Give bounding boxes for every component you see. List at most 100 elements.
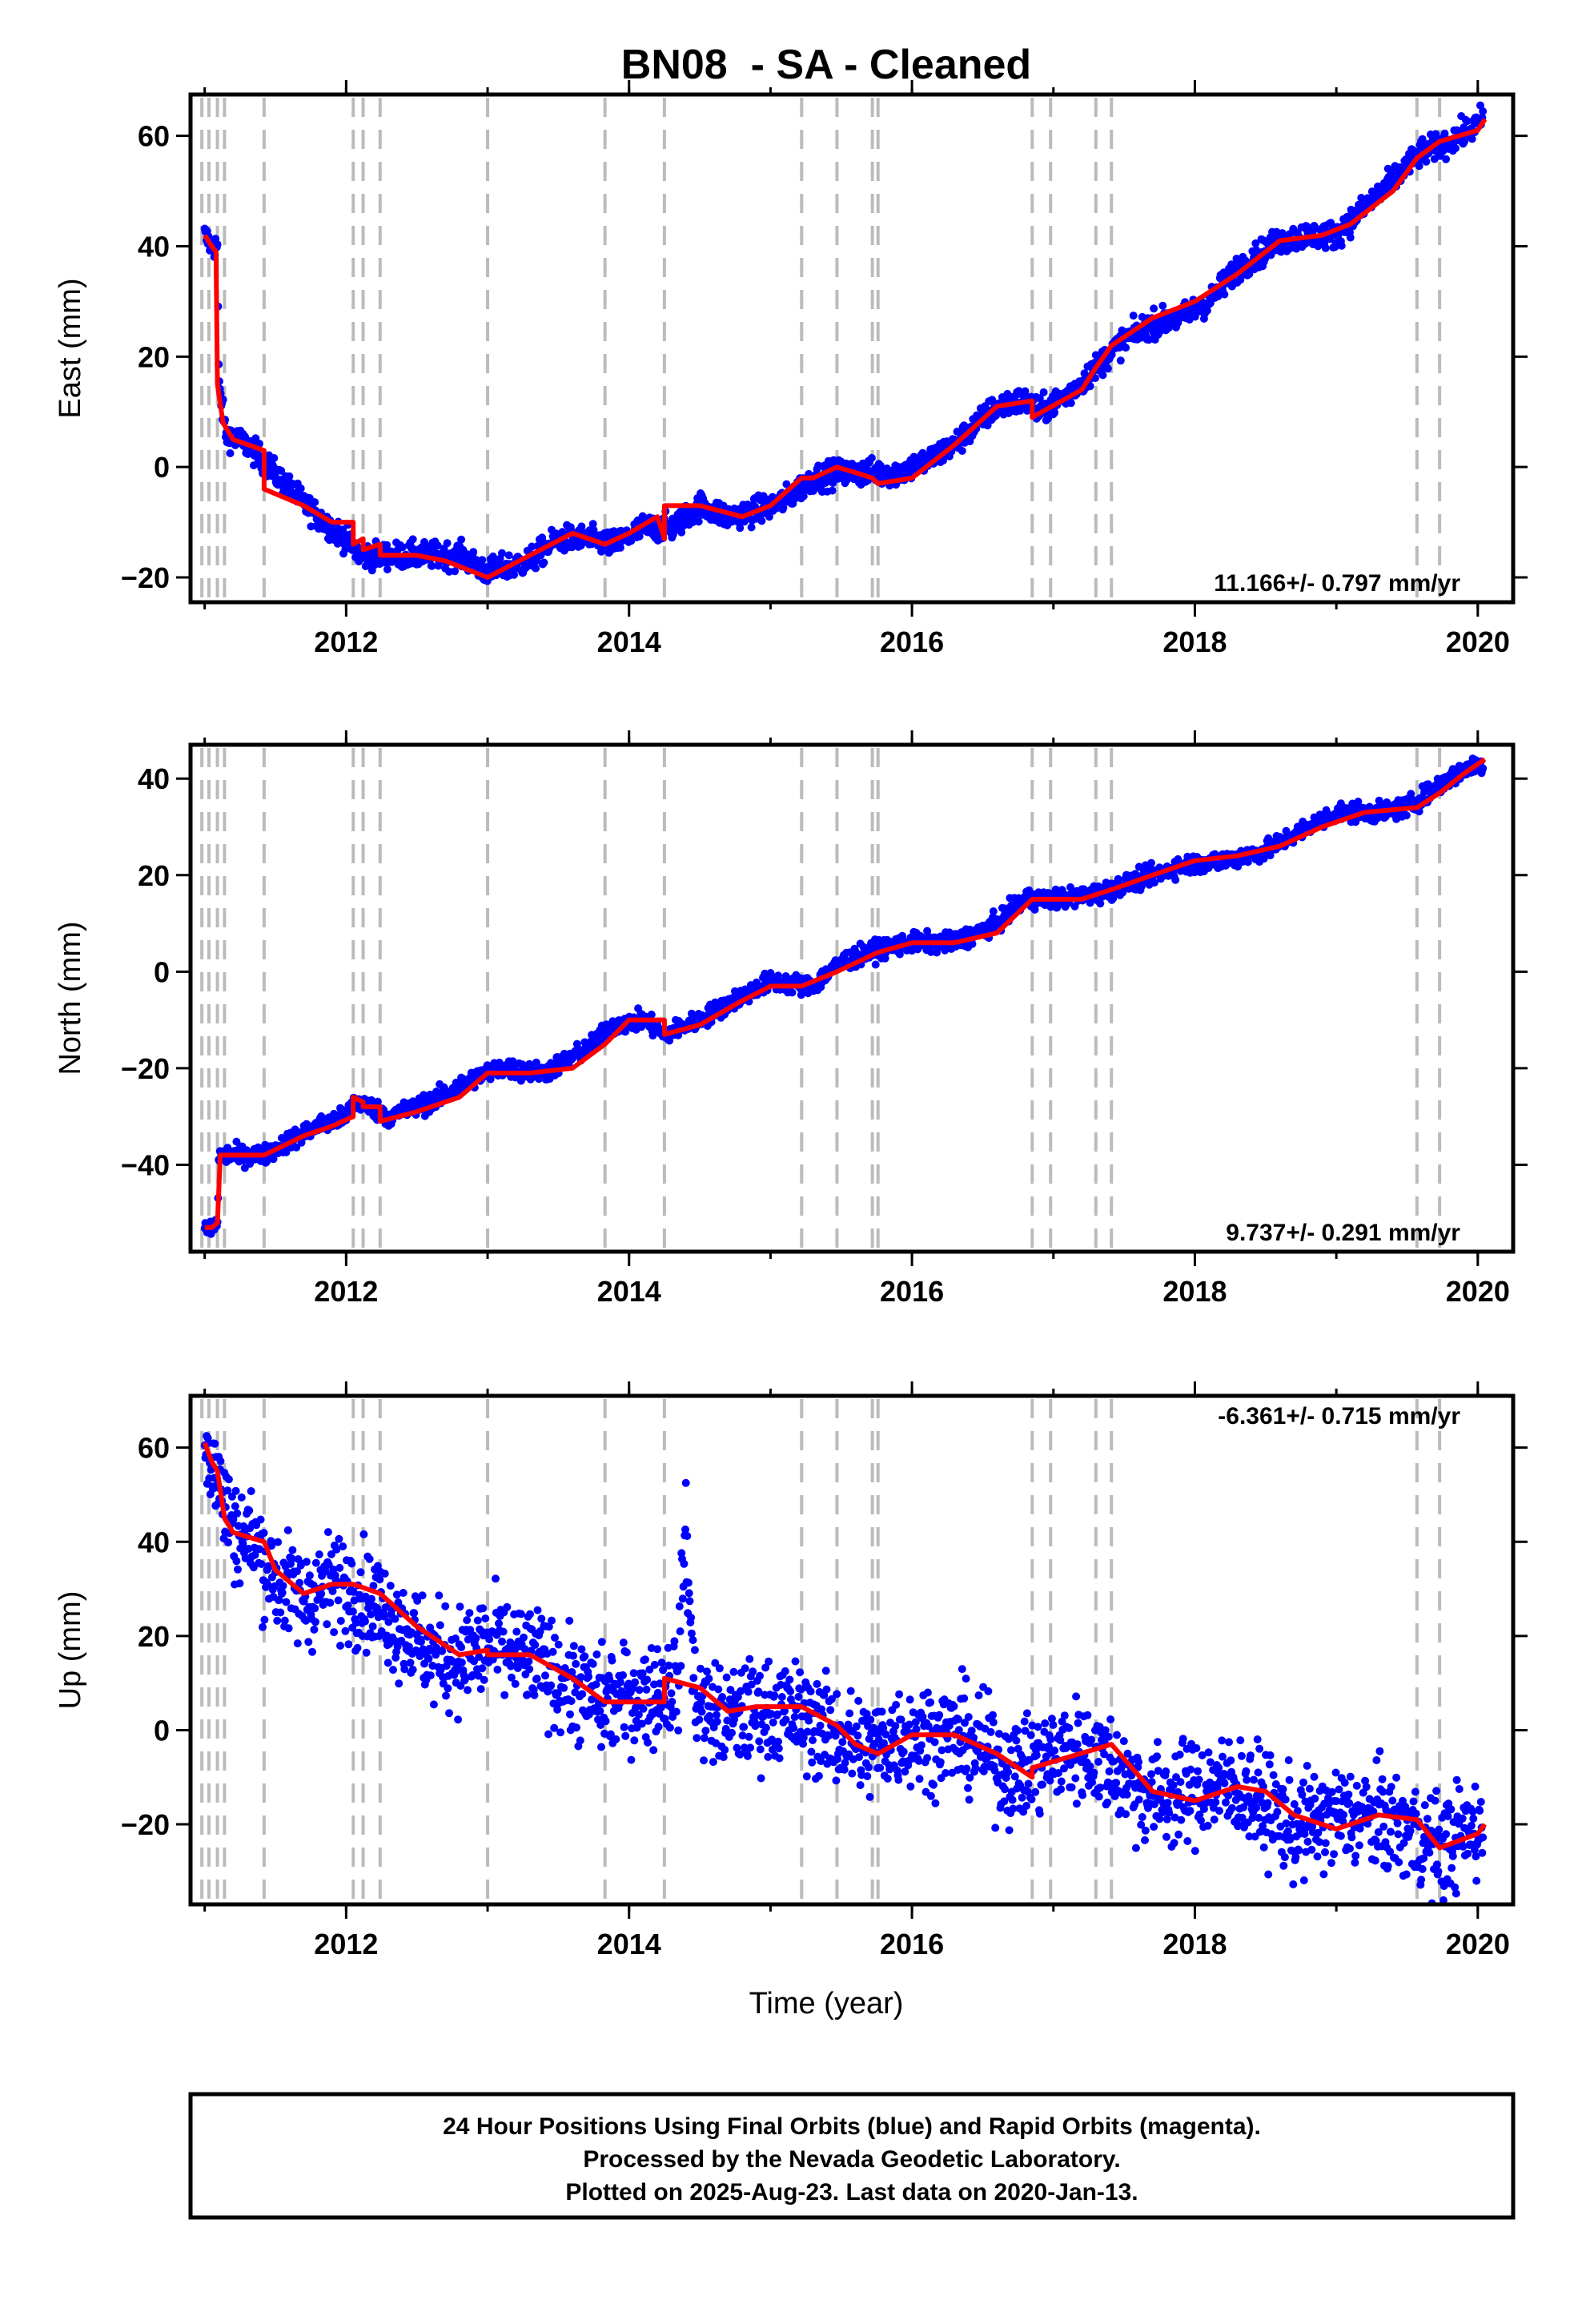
position-point [672, 1707, 681, 1716]
y-tick-label: −40 [121, 1148, 170, 1181]
position-point [653, 1645, 661, 1654]
position-point [1053, 903, 1062, 912]
position-point [657, 1659, 666, 1667]
position-point [353, 1643, 362, 1652]
position-point [677, 1549, 686, 1558]
position-point [323, 1620, 331, 1629]
position-point [1337, 241, 1346, 250]
position-point [311, 1618, 319, 1626]
position-point [668, 1698, 677, 1706]
position-point [1150, 304, 1158, 313]
position-point [616, 543, 624, 552]
position-point [621, 1731, 630, 1740]
position-point [343, 1601, 352, 1610]
position-point [442, 1691, 450, 1700]
position-point [454, 1715, 463, 1724]
position-point [336, 1642, 344, 1650]
position-point [247, 1487, 255, 1495]
position-point [895, 950, 904, 959]
position-point [656, 1703, 665, 1712]
position-point [693, 1734, 701, 1743]
y-tick-label: 40 [138, 762, 170, 795]
position-point [687, 1629, 696, 1638]
y-axis-label: East (mm) [54, 278, 87, 418]
y-tick-label: 0 [154, 955, 170, 988]
position-point [547, 1681, 556, 1690]
position-point [1415, 162, 1423, 171]
position-point [499, 1627, 508, 1636]
position-point [1016, 406, 1025, 415]
position-point [383, 1659, 392, 1667]
position-point [436, 1621, 444, 1630]
position-point [232, 1557, 241, 1566]
position-point [828, 486, 837, 495]
position-point [408, 1666, 417, 1674]
position-point [616, 1678, 624, 1687]
position-point [481, 1614, 490, 1622]
position-point [1098, 371, 1107, 380]
position-point [445, 1709, 453, 1718]
position-point [356, 1568, 365, 1577]
position-point [279, 1582, 287, 1590]
position-point [448, 1658, 457, 1666]
position-point [1245, 270, 1254, 279]
position-point [373, 1604, 382, 1612]
position-point [1122, 344, 1130, 352]
position-point [871, 960, 880, 969]
position-point [216, 1457, 225, 1466]
position-point [278, 1588, 287, 1597]
position-point [588, 520, 597, 529]
position-point [637, 1719, 646, 1728]
position-point [588, 1659, 597, 1668]
position-point [296, 484, 305, 493]
position-point [569, 1651, 577, 1660]
position-point [524, 1657, 533, 1666]
x-tick-label: 2012 [314, 1275, 378, 1308]
x-tick-label: 2014 [597, 625, 661, 658]
position-point [234, 1565, 242, 1574]
position-point [375, 1575, 384, 1584]
position-point [317, 1590, 326, 1598]
position-point [690, 1646, 699, 1655]
position-point [512, 1627, 521, 1636]
position-point [799, 492, 808, 501]
position-point [308, 1647, 316, 1656]
position-point [619, 1638, 628, 1647]
position-point [347, 1559, 356, 1568]
position-point [683, 1532, 692, 1540]
position-point [476, 1685, 485, 1694]
position-point [703, 1667, 711, 1676]
position-point [335, 1534, 343, 1543]
position-point [464, 1686, 472, 1695]
position-point [469, 548, 478, 557]
position-point [654, 1723, 663, 1731]
position-point [1114, 875, 1122, 883]
position-point [259, 1529, 268, 1538]
position-point [1066, 399, 1075, 408]
position-point [1460, 137, 1469, 146]
position-point [556, 1728, 565, 1737]
position-point [867, 453, 876, 462]
position-point [670, 1637, 679, 1646]
position-point [567, 1697, 576, 1706]
position-point [224, 1538, 233, 1547]
position-point [700, 1734, 709, 1743]
position-point [1050, 408, 1059, 417]
x-tick-label: 2016 [880, 625, 944, 658]
position-point [532, 1675, 541, 1683]
position-point [1150, 879, 1158, 887]
position-point [689, 1674, 698, 1683]
position-point [1129, 312, 1138, 320]
position-point [339, 1542, 347, 1550]
position-point [765, 513, 773, 521]
position-point [1402, 811, 1411, 820]
position-point [578, 1690, 587, 1699]
position-point [650, 1660, 659, 1669]
position-point [379, 1612, 388, 1621]
position-point [260, 1615, 269, 1624]
position-point [417, 1638, 425, 1646]
position-point [1452, 144, 1460, 153]
position-point [541, 1671, 549, 1680]
position-point [510, 570, 519, 579]
position-point [620, 1723, 628, 1731]
